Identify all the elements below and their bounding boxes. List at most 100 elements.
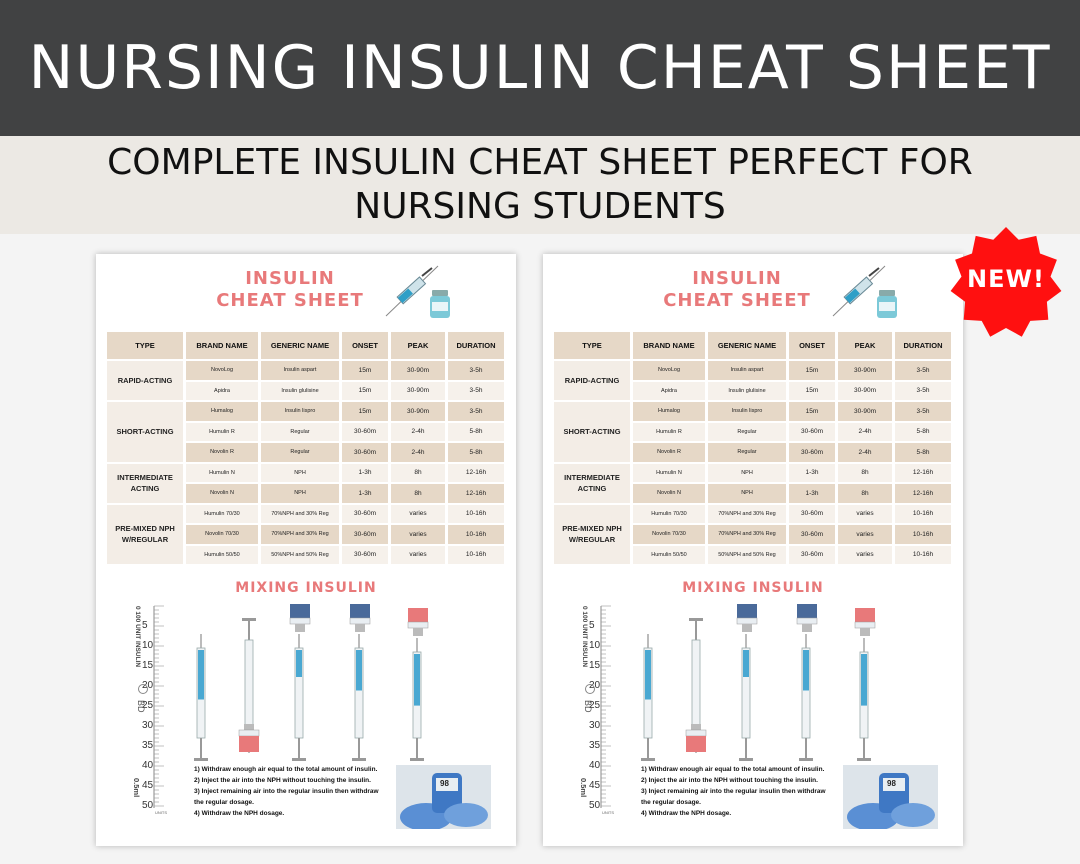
- syringe-step4-icon: [352, 634, 366, 761]
- table-row: Novolin N NPH 1-3h 8h 12-16h: [554, 484, 951, 503]
- mixing-step: 4) Withdraw the NPH dosage.: [641, 810, 732, 817]
- generic-cell: NPH: [708, 463, 786, 482]
- mixing-step: the regular dosage.: [194, 799, 254, 806]
- table-row: Novolin R Regular 30-60m 2-4h 5-8h: [107, 443, 504, 462]
- regular-insulin-vial-icon: [685, 724, 707, 752]
- brand-cell: NovoLog: [633, 361, 705, 380]
- brand-cell: Novolin 70/30: [186, 525, 258, 544]
- syringe-vial-icon: [385, 265, 450, 318]
- brand-cell: Humulin R: [633, 422, 705, 441]
- insulin-type-cell: INTERMEDIATE ACTING: [107, 463, 183, 503]
- onset-cell: 30-60m: [342, 422, 388, 441]
- peak-cell: 30-90m: [838, 402, 892, 421]
- ruler-units-label: UNITS: [602, 810, 614, 815]
- onset-cell: 15m: [342, 381, 388, 400]
- nph-vial-icon: [289, 604, 311, 632]
- table-header-row: TYPE BRAND NAME GENERIC NAME ONSET PEAK DURAT…: [554, 332, 951, 359]
- sheet-title-line1: INSULIN: [692, 268, 782, 289]
- ruler-number: 20: [142, 680, 154, 691]
- syringe-step4-icon: [799, 634, 813, 761]
- duration-cell: 3-5h: [895, 381, 951, 400]
- mixing-step: the regular dosage.: [641, 799, 701, 806]
- ruler-number: 5: [142, 620, 148, 631]
- insulin-type-cell: RAPID-ACTING: [554, 361, 630, 400]
- table-row: RAPID-ACTING NovoLog Insulin aspart 15m 30-9…: [554, 361, 951, 400]
- peak-cell: 2-4h: [838, 443, 892, 462]
- glucometer-reading: 98: [887, 779, 896, 788]
- generic-cell: NPH: [261, 484, 339, 503]
- brand-cell: Apidra: [633, 381, 705, 400]
- duration-cell: 3-5h: [448, 381, 504, 400]
- ruler-bottom-label: 0.5ml: [132, 778, 141, 798]
- table-row: Novolin 70/30 70%NPH and 30% Reg 30-60m var…: [554, 525, 951, 544]
- column-header: ONSET: [342, 332, 388, 359]
- generic-cell: NPH: [708, 484, 786, 503]
- mixing-step: 3) Inject remaining air into the regular…: [641, 788, 826, 795]
- duration-cell: 10-16h: [448, 504, 504, 523]
- duration-cell: 5-8h: [895, 443, 951, 462]
- table-row: SHORT-ACTING Humalog Insulin lispro 15m 30-9…: [107, 402, 504, 462]
- brand-cell: Novolin R: [633, 443, 705, 462]
- brand-cell: Humulin N: [186, 463, 258, 482]
- ruler-number: 15: [589, 660, 601, 671]
- table-row: Apidra Insulin glulisine 15m 30-90m 3-5h: [554, 381, 951, 400]
- peak-cell: varies: [391, 525, 445, 544]
- table-row: Novolin R Regular 30-60m 2-4h 5-8h: [554, 443, 951, 462]
- ruler-number: 30: [142, 720, 154, 731]
- ruler-number: 20: [589, 680, 601, 691]
- cheat-sheet-page-1: INSULIN CHEAT SHEET TYPE BRAND NAME GENERIC …: [96, 254, 516, 846]
- column-header: PEAK: [391, 332, 445, 359]
- bd-logo-icon: [585, 684, 595, 694]
- column-header: BRAND NAME: [186, 332, 258, 359]
- syringe-step5-icon: [410, 638, 424, 761]
- ruler-number: 10: [142, 640, 154, 651]
- mixing-step: 2) Inject the air into the NPH without t…: [641, 777, 818, 784]
- ruler-number: 45: [589, 780, 601, 791]
- onset-cell: 30-60m: [342, 504, 388, 523]
- ruler-number: 35: [589, 740, 601, 751]
- brand-cell: Humulin R: [186, 422, 258, 441]
- peak-cell: 8h: [391, 484, 445, 503]
- generic-cell: 50%NPH and 50% Reg: [708, 545, 786, 564]
- table-row: Humulin R Regular 30-60m 2-4h 5-8h: [554, 422, 951, 441]
- table-row: INTERMEDIATE ACTING Humulin N NPH 1-3h 8h 12-…: [107, 463, 504, 503]
- duration-cell: 10-16h: [895, 504, 951, 523]
- peak-cell: 30-90m: [391, 361, 445, 380]
- onset-cell: 15m: [789, 402, 835, 421]
- brand-cell: Humulin 70/30: [186, 504, 258, 523]
- onset-cell: 30-60m: [789, 504, 835, 523]
- duration-cell: 5-8h: [448, 443, 504, 462]
- brand-cell: Apidra: [186, 381, 258, 400]
- duration-cell: 10-16h: [895, 525, 951, 544]
- duration-cell: 12-16h: [895, 463, 951, 482]
- onset-cell: 30-60m: [789, 525, 835, 544]
- regular-insulin-vial-icon: [238, 724, 260, 752]
- column-header: BRAND NAME: [633, 332, 705, 359]
- new-badge-label: NEW!: [967, 265, 1045, 293]
- peak-cell: 30-90m: [391, 381, 445, 400]
- onset-cell: 1-3h: [342, 463, 388, 482]
- syringe-step1-icon: [194, 634, 208, 761]
- insulin-type-cell: INTERMEDIATE ACTING: [554, 463, 630, 503]
- sheet-title: INSULIN CHEAT SHEET: [543, 268, 931, 312]
- generic-cell: Insulin aspart: [261, 361, 339, 380]
- table-row: Humulin R Regular 30-60m 2-4h 5-8h: [107, 422, 504, 441]
- regular-insulin-vial-icon: [407, 608, 429, 636]
- mixing-insulin-title: MIXING INSULIN: [682, 580, 824, 596]
- peak-cell: 30-90m: [838, 381, 892, 400]
- new-badge-icon: [950, 227, 1062, 337]
- table-row: PRE-MIXED NPH W/REGULAR Humulin 70/30 70%N…: [554, 504, 951, 564]
- sheet-title-line1: INSULIN: [245, 268, 335, 289]
- generic-cell: Insulin aspart: [708, 361, 786, 380]
- table-row: Novolin N NPH 1-3h 8h 12-16h: [107, 484, 504, 503]
- ruler-number: 40: [589, 760, 601, 771]
- table-header-row: TYPE BRAND NAME GENERIC NAME ONSET PEAK DURAT…: [107, 332, 504, 359]
- insulin-type-cell: PRE-MIXED NPH W/REGULAR: [107, 504, 183, 564]
- column-header: DURATION: [448, 332, 504, 359]
- duration-cell: 3-5h: [448, 402, 504, 421]
- syringe-step3-icon: [292, 634, 306, 761]
- glucometer-reading: 98: [440, 779, 449, 788]
- table-row: Novolin 70/30 70%NPH and 30% Reg 30-60m var…: [107, 525, 504, 544]
- ruler-number: 5: [589, 620, 595, 631]
- column-header: GENERIC NAME: [261, 332, 339, 359]
